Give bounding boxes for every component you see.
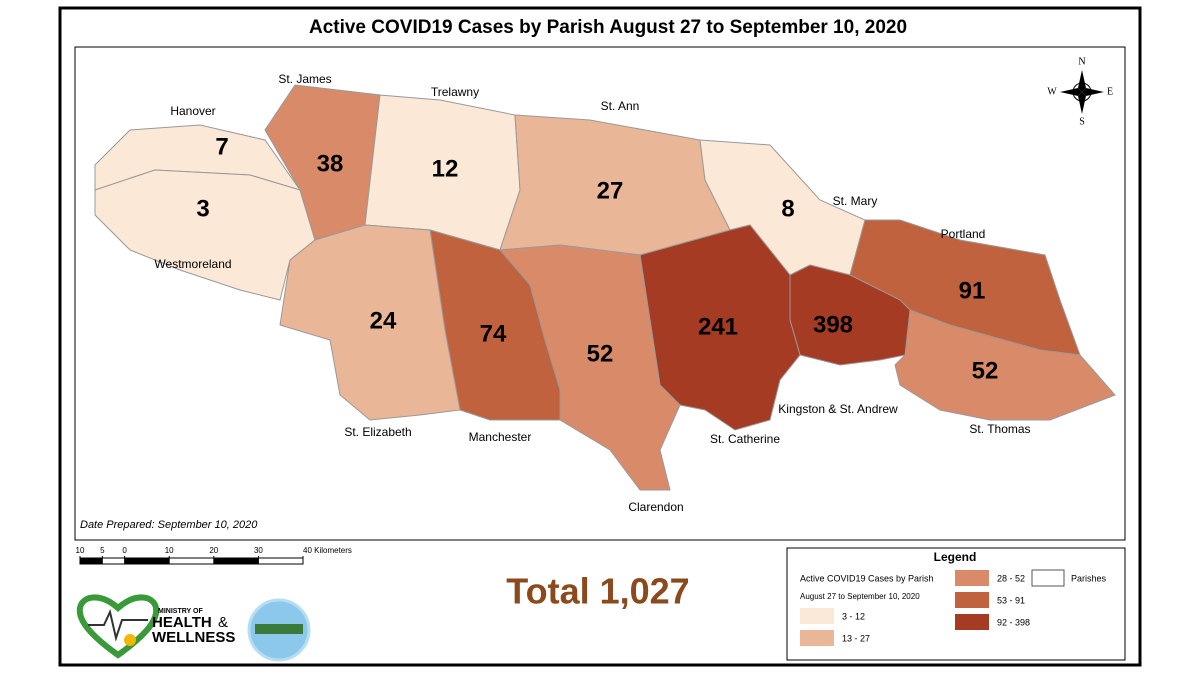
- compass-e: E: [1107, 86, 1113, 97]
- legend-label: 92 - 398: [997, 617, 1030, 627]
- parish-name: St. Elizabeth: [344, 425, 411, 439]
- scale-label: 10: [165, 546, 174, 555]
- parishes-swatch: [1031, 569, 1065, 587]
- parish-value: 24: [370, 307, 397, 334]
- date-prepared: Date Prepared: September 10, 2020: [80, 519, 258, 531]
- logo-line1: MINISTRY OF: [158, 608, 203, 615]
- parish-value: 52: [587, 340, 614, 367]
- parish-value: 12: [432, 155, 459, 182]
- logo-line2: HEALTH: [152, 614, 212, 631]
- logo-line3: WELLNESS: [152, 629, 235, 646]
- parish-value: 38: [317, 150, 344, 177]
- scale-segment: [80, 558, 103, 564]
- parish-name: Manchester: [469, 430, 532, 444]
- scale-label: 5: [100, 546, 105, 555]
- scale-segment: [213, 558, 259, 564]
- parish-value: 8: [781, 195, 794, 222]
- scale-segment: [124, 558, 170, 564]
- legend-swatch: [955, 614, 989, 630]
- legend-subtitle: Active COVID19 Cases by Parish: [800, 573, 934, 583]
- scale-label: 0: [122, 546, 127, 555]
- total: Total 1,027: [506, 571, 689, 612]
- parish-value: 52: [972, 357, 999, 384]
- parish: [894, 309, 1116, 421]
- parish-name: St. Thomas: [969, 422, 1030, 436]
- parish-value: 27: [597, 177, 624, 204]
- parish-value: 7: [215, 133, 228, 160]
- compass-s: S: [1079, 116, 1085, 127]
- legend-label: 13 - 27: [842, 633, 870, 643]
- legend-parishes: Parishes: [1071, 573, 1107, 583]
- scale-bar: 10 5 0 10 20 30 40 Kilometers: [76, 546, 352, 565]
- parish-name: St. Ann: [601, 99, 640, 113]
- legend-subtitle2: August 27 to September 10, 2020: [800, 592, 920, 601]
- parish-name: Westmoreland: [154, 257, 231, 271]
- logo-amp: &: [218, 614, 228, 631]
- parish-value: 398: [813, 311, 853, 338]
- scale-label: 10: [76, 546, 85, 555]
- parish-name: Portland: [941, 227, 986, 241]
- parish-value: 91: [959, 277, 986, 304]
- legend-swatch: [800, 608, 834, 624]
- legend-label: 28 - 52: [997, 573, 1025, 583]
- legend-label: 3 - 12: [842, 611, 865, 621]
- map-title: Active COVID19 Cases by Parish August 27…: [309, 17, 907, 38]
- compass-n: N: [1078, 56, 1085, 67]
- parish-name: St. Mary: [833, 194, 878, 208]
- parish-name: Trelawny: [431, 85, 479, 99]
- legend-label: 53 - 91: [997, 595, 1025, 605]
- legend: Legend Active COVID19 Cases by Parish Au…: [786, 547, 1126, 661]
- parish-map: 7 Hanover 3 Westmoreland 38 St. James 12 Trelaw…: [94, 72, 1116, 514]
- parish-name: St. James: [278, 72, 331, 86]
- parish-name: Clarendon: [628, 500, 683, 514]
- parish: [279, 224, 461, 421]
- parish-value: 241: [698, 313, 738, 340]
- legend-title: Legend: [934, 550, 977, 564]
- scale-label: 30: [254, 546, 263, 555]
- parish-name: Hanover: [170, 104, 215, 118]
- parish-name: Kingston & St. Andrew: [778, 402, 898, 416]
- parish: [94, 169, 316, 301]
- scale-label: 40 Kilometers: [303, 546, 352, 555]
- scale-label: 20: [209, 546, 218, 555]
- parish-value: 3: [196, 195, 209, 222]
- ministry-logo: MINISTRY OF HEALTH & WELLNESS: [76, 594, 311, 662]
- compass: N E S W: [1047, 56, 1113, 127]
- parish-value: 74: [480, 320, 507, 347]
- compass-w: W: [1047, 86, 1057, 97]
- parish-name: St. Catherine: [710, 432, 780, 446]
- scale-outline: [79, 557, 304, 565]
- legend-swatch: [955, 592, 989, 608]
- legend-swatch: [955, 570, 989, 586]
- legend-swatch: [800, 630, 834, 646]
